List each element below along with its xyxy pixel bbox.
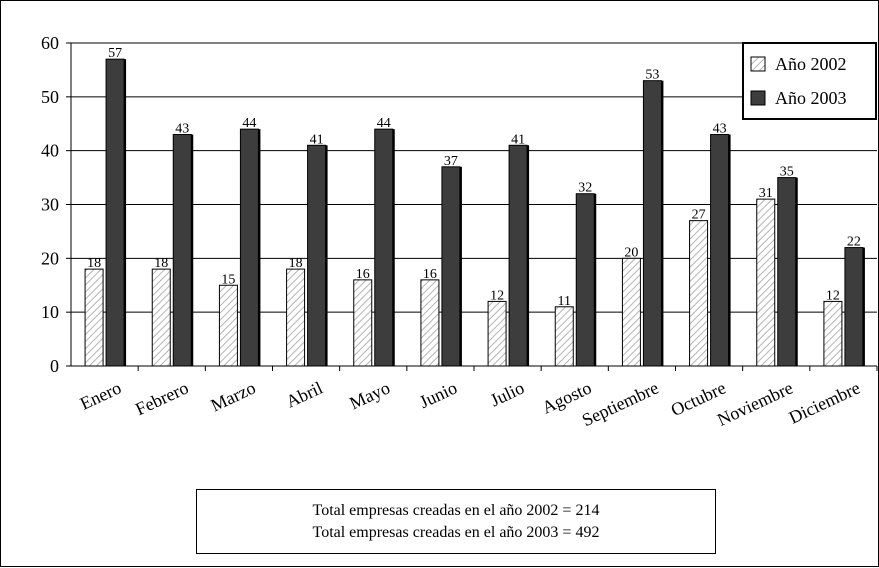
bar-2002 (487, 300, 507, 367)
bar-2003 (777, 177, 797, 367)
legend-label-2003: Año 2003 (775, 88, 847, 108)
summary-line-2003: Total empresas creadas en el año 2003 = … (312, 523, 600, 541)
x-category-label: Julio (487, 377, 527, 410)
data-label-2003: 22 (847, 235, 861, 250)
bar-2003 (642, 80, 662, 367)
data-label-2002: 15 (221, 272, 235, 287)
bar-2003 (844, 247, 864, 367)
summary-box: Total empresas creadas en el año 2002 = … (196, 489, 716, 554)
data-label-2002: 16 (423, 267, 437, 282)
data-label-2002: 31 (759, 186, 773, 201)
y-tick-label: 30 (41, 195, 59, 215)
legend-swatch-2003 (750, 90, 766, 106)
y-tick-label: 60 (41, 33, 59, 53)
bar-2002 (756, 198, 776, 367)
x-category-label: Enero (77, 377, 124, 413)
x-category-label: Febrero (132, 377, 191, 419)
data-label-2002: 18 (87, 256, 101, 271)
data-label-2002: 12 (490, 288, 504, 303)
data-label-2002: 20 (624, 245, 638, 260)
data-label-2003: 53 (645, 68, 659, 83)
legend-swatch-2002 (750, 56, 766, 72)
data-label-2002: 18 (289, 256, 303, 271)
data-label-2003: 35 (780, 165, 794, 180)
bar-2002 (554, 306, 574, 367)
data-label-2002: 12 (826, 288, 840, 303)
bar-2003 (239, 128, 259, 367)
bar-2002 (420, 279, 440, 367)
bar-2003 (105, 58, 125, 367)
data-label-2003: 41 (310, 132, 324, 147)
bar-2002 (286, 268, 306, 367)
data-label-2003: 41 (511, 132, 525, 147)
data-label-2003: 57 (108, 46, 122, 61)
bar-2002 (823, 300, 843, 367)
data-label-2003: 44 (242, 116, 256, 131)
bar-2002 (218, 284, 238, 367)
x-category-label: Noviembre (714, 377, 796, 429)
bar-2003 (374, 128, 394, 367)
bar-2003 (710, 134, 730, 367)
data-label-2002: 18 (154, 256, 168, 271)
bar-2003 (441, 166, 461, 367)
y-tick-label: 0 (50, 356, 59, 376)
y-tick-label: 20 (41, 248, 59, 268)
data-label-2003: 43 (175, 122, 189, 137)
data-label-2002: 16 (356, 267, 370, 282)
x-category-label: Junio (416, 377, 460, 412)
x-category-label: Abril (283, 377, 326, 411)
legend-label-2002: Año 2002 (775, 54, 847, 74)
bar-2002 (689, 220, 709, 367)
y-tick-label: 50 (41, 87, 59, 107)
data-label-2003: 37 (444, 154, 458, 169)
data-label-2003: 44 (377, 116, 391, 131)
y-tick-label: 10 (41, 302, 59, 322)
bar-2002 (151, 268, 171, 367)
bar-2003 (307, 144, 327, 367)
legend-box (742, 42, 877, 120)
data-label-2003: 32 (578, 181, 592, 196)
data-label-2002: 11 (558, 294, 571, 309)
bar-2003 (575, 193, 595, 367)
bar-2002 (84, 268, 104, 367)
data-label-2002: 27 (692, 208, 706, 223)
y-tick-label: 40 (41, 141, 59, 161)
data-label-2003: 43 (713, 122, 727, 137)
x-category-label: Diciembre (786, 377, 863, 427)
bar-2002 (621, 257, 641, 367)
summary-line-2002: Total empresas creadas en el año 2002 = … (312, 501, 600, 519)
bar-2003 (508, 144, 528, 367)
x-category-label: Septiembre (579, 377, 662, 430)
bar-2003 (172, 134, 192, 367)
x-category-label: Mayo (346, 377, 393, 413)
bar-2002 (353, 279, 373, 367)
x-category-label: Marzo (208, 377, 259, 415)
